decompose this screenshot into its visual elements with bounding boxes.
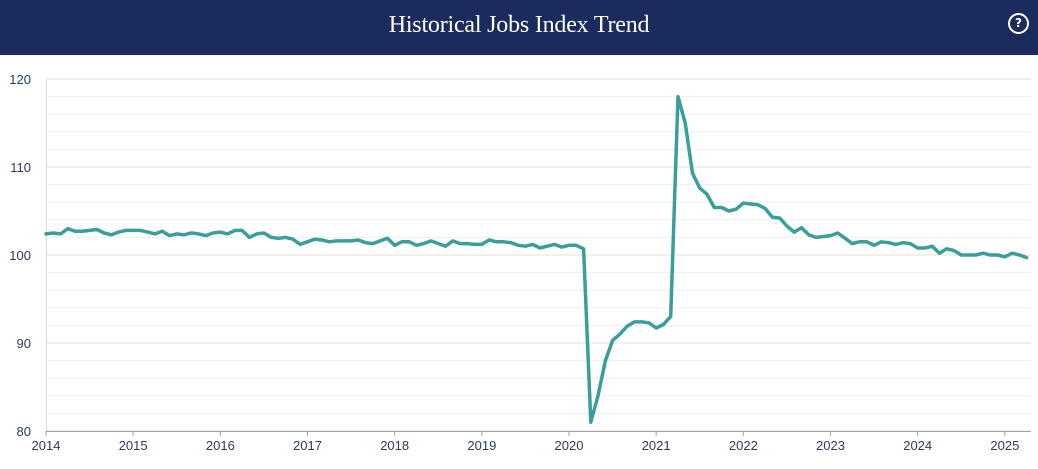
y-tick-label: 100 — [9, 248, 31, 263]
x-tick-label: 2019 — [467, 438, 496, 453]
x-tick-label: 2025 — [990, 438, 1019, 453]
line-chart: 80 90 100 110 120 2014 2015 2016 2017 2018 2019 202… — [9, 72, 1031, 453]
chart-title: Historical Jobs Index Trend — [388, 12, 650, 38]
x-tick-label: 2023 — [816, 438, 845, 453]
x-tick-label: 2020 — [555, 438, 584, 453]
x-tick-label: 2022 — [729, 438, 758, 453]
x-tick-label: 2014 — [32, 438, 61, 453]
y-tick-label: 120 — [9, 72, 31, 87]
x-tick-label: 2017 — [293, 438, 322, 453]
x-tick-label: 2018 — [380, 438, 409, 453]
jobs-index-series-line — [44, 94, 1029, 424]
chart-header: Historical Jobs Index Trend ? — [0, 0, 1038, 55]
x-tick-label: 2021 — [642, 438, 671, 453]
y-tick-label: 80 — [17, 424, 31, 439]
x-tick-label: 2016 — [206, 438, 235, 453]
x-tick-label: 2024 — [903, 438, 932, 453]
help-icon[interactable]: ? — [1008, 13, 1029, 34]
y-tick-label: 90 — [17, 336, 31, 351]
x-tick-label: 2015 — [119, 438, 148, 453]
y-tick-label: 110 — [10, 160, 31, 175]
chart-area: 80 90 100 110 120 2014 2015 2016 2017 2018 2019 202… — [0, 55, 1038, 464]
